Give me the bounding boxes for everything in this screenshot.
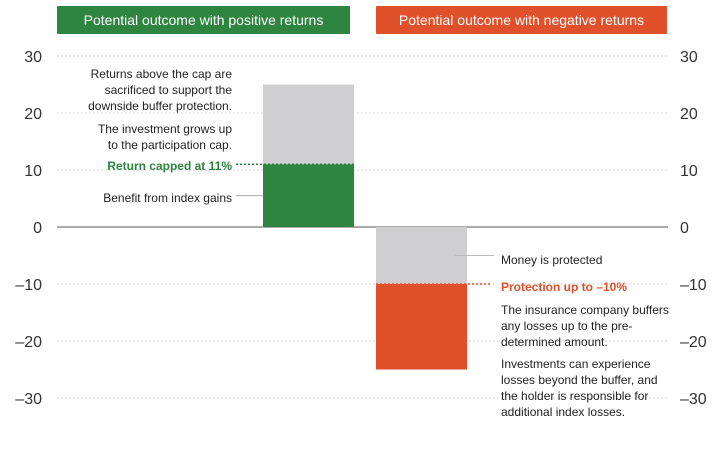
y-tick-label-right: –30: [680, 391, 707, 408]
benefit-index-gains-label: Benefit from index gains: [103, 191, 232, 205]
y-tick-label-right: –20: [680, 334, 707, 351]
y-tick-label-left: –20: [15, 334, 42, 351]
returns-above-cap-note: Returns above the cap are sacrificed to …: [88, 67, 232, 113]
protection-up-to-label: Protection up to –10%: [501, 280, 628, 294]
negative-outcome-banner: Potential outcome with negative returns: [376, 6, 667, 34]
y-tick-label-right: 0: [680, 220, 689, 237]
y-tick-label-left: –30: [15, 391, 42, 408]
bar-segment: [376, 284, 467, 370]
y-tick-label-right: 20: [680, 106, 698, 123]
y-tick-label-left: 10: [24, 163, 42, 180]
insurance-buffers-note: The insurance company buffers any losses…: [501, 303, 669, 349]
losses-beyond-buffer-note: Investments can experience losses beyond…: [501, 357, 658, 419]
y-tick-label-right: 10: [680, 163, 698, 180]
y-tick-label-left: 0: [33, 220, 42, 237]
y-tick-label-left: 30: [24, 49, 42, 66]
y-tick-label-right: –10: [680, 277, 707, 294]
bar-segment: [263, 84, 354, 165]
y-tick-label-left: 20: [24, 106, 42, 123]
bar-segment: [263, 164, 354, 227]
bar-segment: [376, 227, 467, 284]
money-protected-label: Money is protected: [501, 253, 603, 267]
y-tick-label-left: –10: [15, 277, 42, 294]
grows-up-to-cap-note: The investment grows up to the participa…: [97, 122, 232, 152]
return-capped-label: Return capped at 11%: [107, 159, 232, 173]
y-tick-label-right: 30: [680, 49, 698, 66]
positive-outcome-banner: Potential outcome with positive returns: [57, 6, 350, 34]
